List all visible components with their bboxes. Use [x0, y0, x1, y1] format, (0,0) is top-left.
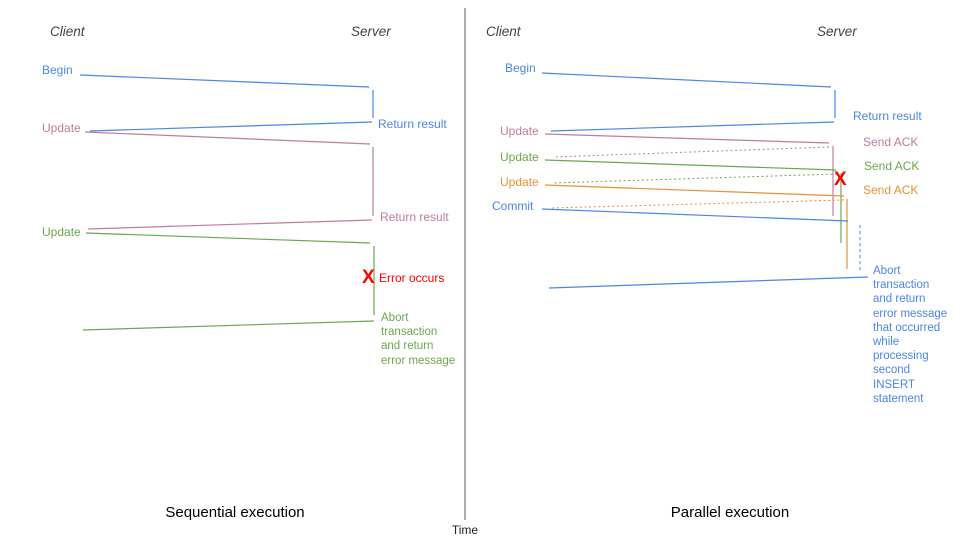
par-update1-ack-arrow [552, 146, 830, 158]
seq-update2-label: Update [42, 225, 81, 239]
par-update2-ack-label: Send ACK [864, 159, 920, 173]
par-error-x-icon: X [834, 169, 847, 190]
seq-error-label: Error occurs [379, 271, 445, 285]
seq-server-header: Server [351, 24, 391, 39]
seq-abort-return-arrow [82, 320, 375, 331]
par-update1-ack-label: Send ACK [863, 135, 919, 149]
par-abort-label: Abort transaction and return error messa… [873, 265, 948, 405]
seq-begin-return-arrow [89, 121, 373, 132]
seq-begin-request-arrow [79, 74, 370, 88]
seq-error-x-icon: X [362, 267, 375, 288]
seq-update2-request-arrow [85, 232, 371, 244]
seq-begin-label: Begin [42, 63, 73, 77]
par-abort-return-arrow [548, 276, 869, 289]
par-update3-ack-label: Send ACK [863, 183, 919, 197]
par-update2-request-arrow [544, 159, 837, 171]
par-update2-ack-arrow [552, 173, 838, 184]
par-update3-ack-arrow [551, 199, 845, 209]
par-server-header: Server [817, 24, 857, 39]
time-axis-label: Time [451, 523, 479, 537]
par-commit-label: Commit [492, 199, 534, 213]
seq-abort-label: Abort transaction and return error messa… [381, 312, 456, 367]
seq-update1-return-arrow [87, 219, 373, 230]
seq-client-header: Client [50, 24, 85, 39]
par-client-header: Client [486, 24, 521, 39]
seq-begin-return-label: Return result [378, 117, 447, 131]
par-begin-label: Begin [505, 61, 536, 75]
par-update1-label: Update [500, 124, 539, 138]
par-begin-return-arrow [550, 121, 835, 132]
seq-update1-request-arrow [84, 131, 371, 145]
par-update1-request-arrow [544, 133, 830, 144]
par-update2-label: Update [500, 150, 539, 164]
par-begin-request-arrow [541, 72, 832, 88]
par-update3-request-arrow [544, 184, 845, 197]
par-commit-request-arrow [541, 208, 849, 222]
seq-update1-return-label: Return result [380, 210, 449, 224]
par-title: Parallel execution [670, 504, 790, 521]
seq-update1-label: Update [42, 121, 81, 135]
seq-title: Sequential execution [165, 504, 305, 521]
par-update3-label: Update [500, 175, 539, 189]
par-begin-return-label: Return result [853, 109, 922, 123]
